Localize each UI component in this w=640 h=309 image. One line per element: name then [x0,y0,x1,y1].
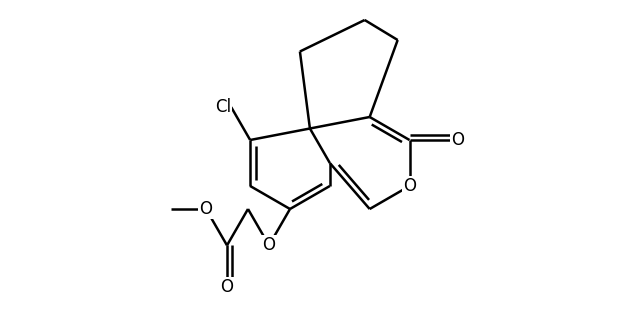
Text: O: O [451,131,464,149]
Text: O: O [262,236,275,254]
Text: O: O [221,278,234,296]
Text: O: O [200,200,212,218]
Text: Cl: Cl [215,98,231,116]
Text: O: O [403,177,416,195]
